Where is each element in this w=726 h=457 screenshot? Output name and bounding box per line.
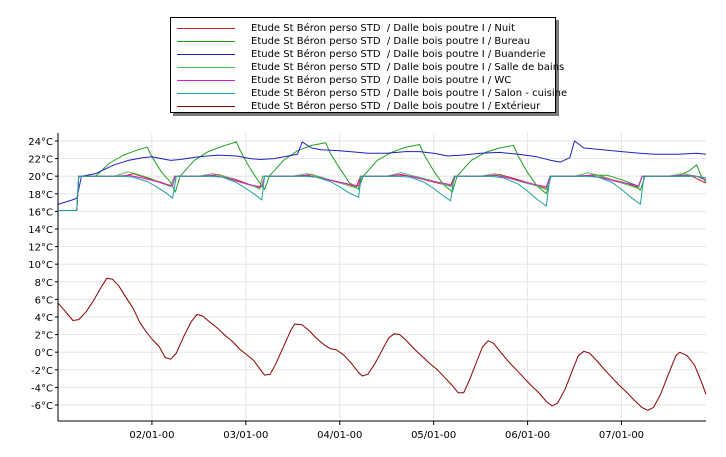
y-tick-label: 12°C xyxy=(28,243,53,254)
legend-swatch xyxy=(177,28,235,29)
legend-swatch xyxy=(177,80,235,81)
legend: Etude St Béron perso STD / Dalle bois po… xyxy=(170,17,567,113)
legend-label: Etude St Béron perso STD / Dalle bois po… xyxy=(251,101,541,112)
y-tick-label: 4°C xyxy=(35,313,53,324)
axes: 24°C 22°C 20°C 18°C 16°C 14°C 12°C 10°C 8°C 6°C 4°… xyxy=(28,133,706,441)
series-line-6 xyxy=(57,277,707,411)
legend-item: Etude St Béron perso STD / Dalle bois po… xyxy=(177,87,567,100)
x-tick-label: 07/01-00 xyxy=(599,430,644,441)
legend-swatch xyxy=(177,106,235,107)
legend-swatch xyxy=(177,67,235,68)
x-tick-label: 03/01-00 xyxy=(223,430,268,441)
y-tick-label: 0°C xyxy=(35,348,53,359)
legend-label: Etude St Béron perso STD / Dalle bois po… xyxy=(251,36,531,47)
legend-swatch xyxy=(177,41,235,42)
y-tick-label: 24°C xyxy=(28,137,53,148)
x-tick-label: 05/01-00 xyxy=(411,430,456,441)
series-lines xyxy=(57,140,707,411)
x-tick-label: 04/01-00 xyxy=(317,430,362,441)
legend-label: Etude St Béron perso STD / Dalle bois po… xyxy=(251,62,565,73)
y-tick-label: -2°C xyxy=(31,366,53,377)
y-tick-label: 16°C xyxy=(28,207,53,218)
y-tick-label: 14°C xyxy=(28,225,53,236)
legend-label: Etude St Béron perso STD / Dalle bois po… xyxy=(251,75,512,86)
legend-item: Etude St Béron perso STD / Dalle bois po… xyxy=(177,61,564,74)
plot-background xyxy=(58,133,706,421)
y-tick-label: 22°C xyxy=(28,155,53,166)
y-tick-label: 20°C xyxy=(28,172,53,183)
x-tick-label: 06/01-00 xyxy=(505,430,550,441)
legend-label: Etude St Béron perso STD / Dalle bois po… xyxy=(251,23,515,34)
legend-label: Etude St Béron perso STD / Dalle bois po… xyxy=(251,49,546,60)
series-line-2 xyxy=(57,140,707,205)
y-tick-label: 8°C xyxy=(35,278,53,289)
legend-item: Etude St Béron perso STD / Dalle bois po… xyxy=(177,22,553,35)
y-tick-label: -4°C xyxy=(31,383,53,394)
legend-item: Etude St Béron perso STD / Dalle bois po… xyxy=(177,48,553,61)
legend-item: Etude St Béron perso STD / Dalle bois po… xyxy=(177,74,553,87)
x-tick-label: 02/01-00 xyxy=(129,430,174,441)
y-tick-label: 10°C xyxy=(28,260,53,271)
legend-swatch xyxy=(177,93,235,94)
y-tick-label: 2°C xyxy=(35,331,53,342)
legend-label: Etude St Béron perso STD / Dalle bois po… xyxy=(251,88,568,99)
y-tick-label: 18°C xyxy=(28,190,53,201)
y-tick-label: -6°C xyxy=(31,401,53,412)
grid xyxy=(58,133,706,421)
legend-swatch xyxy=(177,54,235,55)
legend-item: Etude St Béron perso STD / Dalle bois po… xyxy=(177,35,553,48)
legend-item: Etude St Béron perso STD / Dalle bois po… xyxy=(177,100,553,113)
series-line-5 xyxy=(58,175,707,211)
y-tick-label: 6°C xyxy=(35,295,53,306)
